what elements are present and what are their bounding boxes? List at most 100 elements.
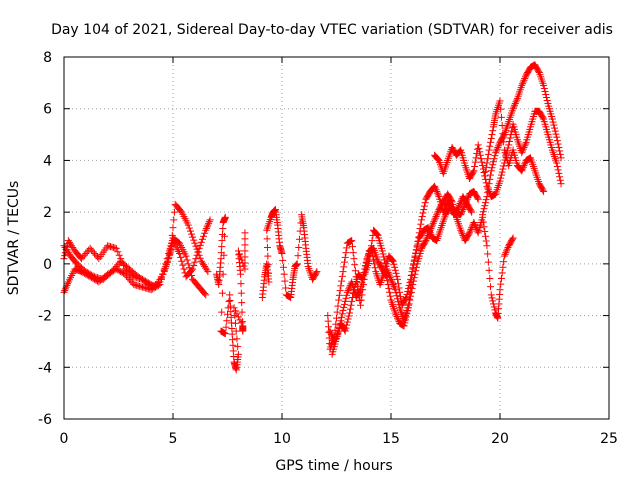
data-point	[401, 319, 409, 327]
data-point	[521, 75, 529, 83]
data-point	[335, 296, 343, 304]
data-point	[394, 316, 402, 324]
data-point	[191, 258, 199, 266]
data-point	[499, 263, 507, 271]
data-point	[83, 268, 91, 276]
data-point	[127, 277, 135, 285]
data-point	[342, 294, 350, 302]
data-point	[484, 188, 492, 196]
data-point	[343, 291, 351, 299]
data-point	[368, 237, 376, 245]
data-point	[410, 256, 418, 264]
data-point	[220, 251, 228, 259]
data-point	[201, 290, 209, 298]
data-point	[343, 288, 351, 296]
data-point	[455, 203, 463, 211]
data-point	[335, 291, 343, 299]
data-point	[121, 270, 129, 278]
data-point	[192, 242, 200, 250]
data-point	[160, 268, 168, 276]
data-point	[418, 212, 426, 220]
data-point	[540, 84, 548, 92]
data-point	[497, 113, 505, 121]
data-point	[349, 290, 357, 298]
data-point	[61, 285, 69, 293]
data-point	[521, 160, 529, 168]
data-point	[485, 266, 493, 274]
data-point	[338, 310, 346, 318]
data-point	[146, 280, 154, 288]
data-point	[339, 306, 347, 314]
data-point	[122, 272, 130, 280]
data-point	[500, 252, 508, 260]
data-point	[391, 266, 399, 274]
data-point	[471, 162, 479, 170]
data-point	[295, 243, 303, 251]
data-point	[481, 202, 489, 210]
data-point	[431, 182, 439, 190]
data-point	[138, 275, 146, 283]
data-point	[343, 318, 351, 326]
data-point	[495, 140, 503, 148]
data-point	[365, 250, 373, 258]
data-point	[487, 171, 495, 179]
data-point	[481, 172, 489, 180]
data-point	[394, 280, 402, 288]
data-point	[412, 249, 420, 257]
data-point	[61, 287, 69, 295]
data-point	[218, 237, 226, 245]
data-point	[265, 269, 273, 277]
data-point	[394, 275, 402, 283]
data-point	[481, 199, 489, 207]
data-point	[371, 264, 379, 272]
data-point	[359, 272, 367, 280]
data-point	[364, 253, 372, 261]
data-point	[481, 232, 489, 240]
data-point	[504, 243, 512, 251]
data-point	[348, 243, 356, 251]
data-point	[234, 313, 242, 321]
data-point	[553, 162, 561, 170]
data-point	[356, 287, 364, 295]
data-point	[338, 277, 346, 285]
data-point	[92, 251, 100, 259]
data-point	[63, 281, 71, 289]
data-point	[402, 316, 410, 324]
data-point	[221, 232, 229, 240]
data-point	[137, 275, 145, 283]
data-point	[484, 150, 492, 158]
data-point	[195, 251, 203, 259]
data-point	[500, 258, 508, 266]
data-point	[495, 142, 503, 150]
data-point	[471, 222, 479, 230]
y-tick-label: 4	[43, 153, 52, 169]
data-point	[241, 247, 249, 255]
data-point	[263, 243, 271, 251]
data-point	[238, 308, 246, 316]
data-point	[205, 218, 213, 226]
data-point	[494, 144, 502, 151]
data-point	[239, 327, 247, 335]
data-point	[498, 269, 506, 277]
y-tick-label: -2	[38, 309, 52, 325]
data-point	[486, 175, 494, 183]
data-point	[489, 158, 497, 166]
data-point	[402, 293, 410, 301]
data-point	[373, 231, 381, 239]
data-point	[479, 211, 487, 219]
data-point	[512, 98, 520, 106]
data-point	[379, 250, 387, 258]
data-point	[165, 254, 173, 262]
data-point	[505, 141, 513, 149]
data-point	[497, 174, 505, 182]
data-point	[112, 262, 120, 270]
data-point	[465, 230, 473, 238]
data-point	[491, 152, 499, 160]
data-point	[432, 186, 440, 194]
data-point	[86, 244, 94, 252]
data-point	[372, 230, 380, 238]
data-point	[431, 214, 439, 222]
data-point	[468, 208, 476, 216]
data-point	[498, 122, 506, 130]
data-point	[554, 166, 562, 174]
